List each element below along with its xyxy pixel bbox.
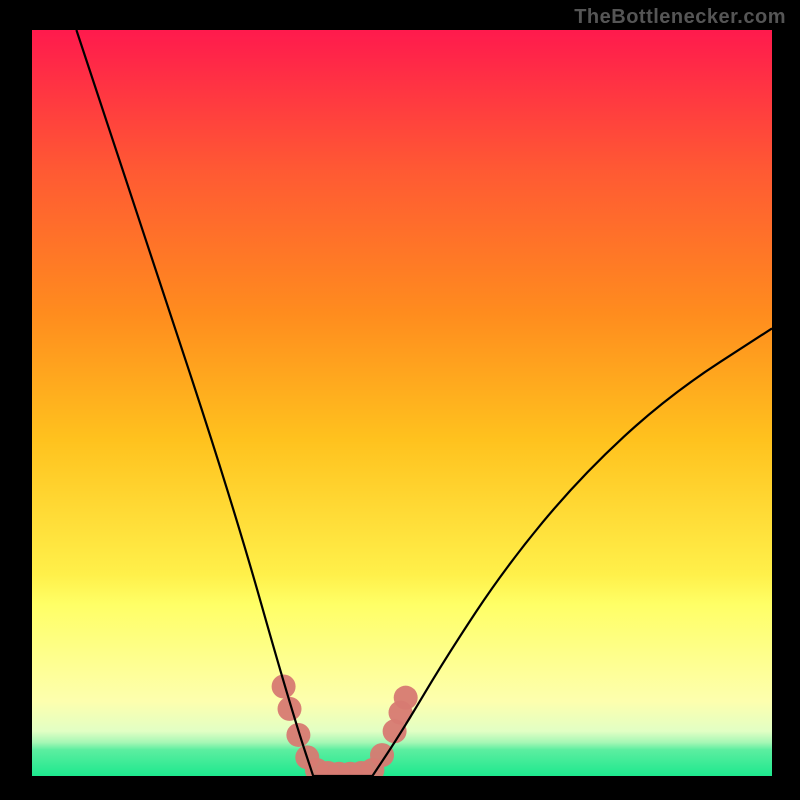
chart-svg [32,30,772,776]
plot-area [32,30,772,776]
marker-layer [272,674,418,776]
marker-dot [286,723,310,747]
v-curve-path [76,30,772,776]
chart-frame: TheBottlenecker.com [0,0,800,800]
marker-dot [394,686,418,710]
watermark-text: TheBottlenecker.com [574,6,786,29]
